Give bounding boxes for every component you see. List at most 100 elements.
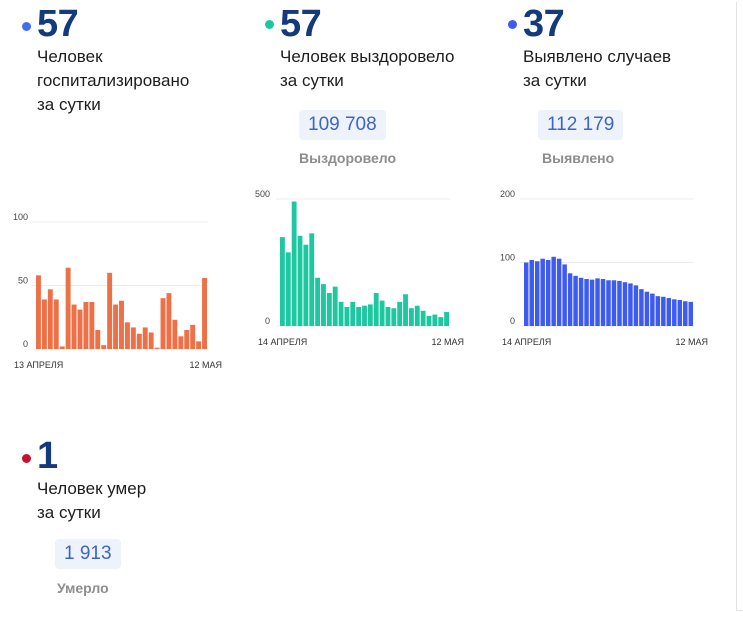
cases-ytick-label: 0 <box>510 316 515 326</box>
recovered-bar <box>373 292 379 326</box>
cases-bar <box>606 280 611 326</box>
cases-label-line1: Выявлено случаев <box>523 47 672 66</box>
hospitalized-bar <box>47 289 53 349</box>
hospitalized-x-start-label: 13 АПРЕЛЯ <box>14 360 63 370</box>
hospitalized-bar <box>71 304 77 349</box>
cases-bar <box>524 262 529 326</box>
cases-ytick-label: 100 <box>500 253 515 263</box>
hospitalized-chart: 0 50 100 13 АПРЕЛЯ 12 МАЯ <box>13 212 222 370</box>
recovered-bar <box>408 308 414 326</box>
recovered-bar <box>285 252 291 326</box>
recovered-bar <box>344 306 350 326</box>
hospitalized-bar <box>65 267 71 349</box>
deaths-label-line2: за сутки <box>37 503 101 522</box>
deaths-total: 1 913 <box>55 539 121 569</box>
hospitalized-bar <box>160 298 166 349</box>
hospitalized-x-end-label: 12 МАЯ <box>189 360 222 370</box>
recovered-bar <box>356 306 362 326</box>
recovered-bar <box>426 315 432 326</box>
recovered-bar <box>414 305 420 326</box>
cases-bar <box>562 264 567 326</box>
cases-bar <box>589 279 595 326</box>
cases-bar <box>688 301 693 326</box>
hospitalized-bar <box>172 319 178 349</box>
hospitalized-ytick-label: 50 <box>18 276 28 286</box>
hospitalized-bar <box>41 299 47 349</box>
cases-bar <box>661 296 666 326</box>
cases-bar <box>600 279 606 326</box>
hospitalized-bar <box>154 347 160 349</box>
recovered-bar <box>332 286 338 326</box>
hospitalized-label-line1: Человек <box>37 47 103 66</box>
hospitalized-ytick-label: 0 <box>23 339 28 349</box>
cases-total: 112 179 <box>538 110 624 140</box>
cases-bar <box>578 277 584 326</box>
deaths-marker <box>22 454 31 463</box>
recovered-label-line2: за сутки <box>280 71 344 90</box>
hospitalized-bar <box>178 336 184 349</box>
hospitalized-bar <box>101 345 107 349</box>
recovered-label: Человек выздоровело за сутки <box>280 45 455 93</box>
cases-bar <box>545 259 551 326</box>
recovered-bar <box>303 244 309 326</box>
hospitalized-label-line2: госпитализировано <box>37 71 190 90</box>
cases-bar <box>644 291 650 326</box>
recovered-value: 57 <box>280 3 322 45</box>
recovered-bar <box>432 314 438 326</box>
recovered-label-line1: Человек выздоровело <box>280 47 455 66</box>
recovered-bar <box>362 305 367 326</box>
hospitalized-bar <box>136 333 142 349</box>
cases-bar <box>628 283 633 326</box>
hospitalized-bar <box>89 302 95 349</box>
cases-chart: 0 100 200 14 АПРЕЛЯ 12 МАЯ <box>500 189 708 347</box>
recovered-bar <box>397 301 403 326</box>
hospitalized-bar <box>196 341 202 349</box>
cases-bar <box>650 293 655 326</box>
hospitalized-bar <box>107 272 113 349</box>
deaths-value: 1 <box>37 435 58 477</box>
recovered-bar <box>420 310 426 326</box>
hospitalized-bar <box>142 327 148 349</box>
hospitalized-marker <box>22 22 31 31</box>
recovered-chart: 0 500 14 АПРЕЛЯ 12 МАЯ <box>255 189 464 347</box>
recovered-bar <box>350 301 356 326</box>
recovered-x-end-label: 12 МАЯ <box>431 337 464 347</box>
recovered-bar <box>280 237 285 326</box>
hospitalized-bar <box>59 346 65 349</box>
recovered-bar <box>403 294 408 326</box>
hospitalized-bar <box>124 322 130 349</box>
cases-bar <box>540 258 545 326</box>
recovered-total-label: Выздоровело <box>299 150 397 166</box>
cases-x-end-label: 12 МАЯ <box>675 337 708 347</box>
cases-bar <box>611 280 617 326</box>
hospitalized-bar <box>83 302 89 349</box>
recovered-bar <box>385 306 391 326</box>
recovered-marker <box>265 20 274 29</box>
cases-bar <box>633 285 639 326</box>
hospitalized-bar <box>113 304 119 349</box>
cases-bar <box>655 296 661 326</box>
recovered-bar <box>444 312 449 326</box>
cases-value: 37 <box>523 3 565 45</box>
recovered-bar <box>338 301 344 326</box>
recovered-ytick-label: 500 <box>255 189 270 199</box>
cases-bar <box>683 301 688 326</box>
recovered-ytick-label: 0 <box>265 316 270 326</box>
recovered-bar <box>326 292 332 326</box>
cases-bar <box>622 282 628 326</box>
recovered-bar <box>315 277 321 326</box>
hospitalized-bar <box>130 327 136 349</box>
hospitalized-bar <box>119 300 124 349</box>
recovered-bar <box>391 308 397 326</box>
deaths-label: Человек умер за сутки <box>37 477 146 525</box>
cases-bar <box>529 259 534 326</box>
cases-bar <box>573 275 578 326</box>
recovered-total: 109 708 <box>299 110 386 140</box>
hospitalized-bar <box>202 277 207 349</box>
recovered-bar <box>321 284 326 326</box>
hospitalized-bar <box>36 275 41 349</box>
deaths-total-label: Умерло <box>57 580 109 596</box>
cases-bar <box>677 299 683 326</box>
cases-bar <box>551 256 556 326</box>
cases-x-start-label: 14 АПРЕЛЯ <box>502 337 551 347</box>
